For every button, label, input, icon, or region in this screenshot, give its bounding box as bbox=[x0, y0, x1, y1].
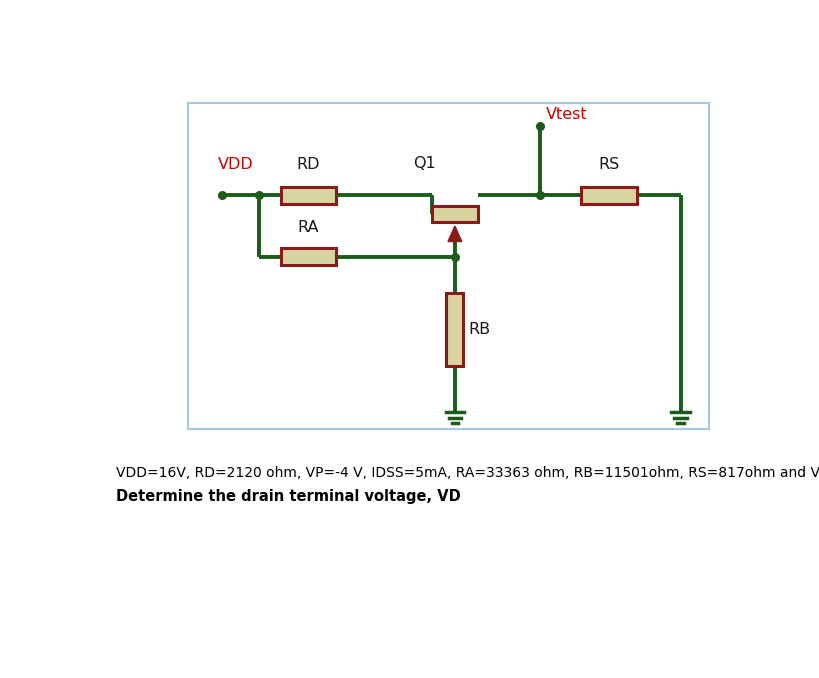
FancyBboxPatch shape bbox=[188, 103, 708, 429]
FancyBboxPatch shape bbox=[432, 206, 477, 222]
Polygon shape bbox=[447, 226, 461, 241]
Text: RS: RS bbox=[598, 157, 619, 172]
Text: RA: RA bbox=[297, 220, 319, 235]
Text: VDD=16V, RD=2120 ohm, VP=-4 V, IDSS=5mA, RA=33363 ohm, RB=11501ohm, RS=817ohm an: VDD=16V, RD=2120 ohm, VP=-4 V, IDSS=5mA,… bbox=[116, 466, 819, 480]
FancyBboxPatch shape bbox=[281, 248, 336, 265]
Text: VDD: VDD bbox=[218, 157, 253, 172]
Text: RB: RB bbox=[468, 322, 491, 337]
Text: RD: RD bbox=[296, 157, 320, 172]
Text: Q1: Q1 bbox=[413, 156, 435, 171]
Text: Vtest: Vtest bbox=[545, 107, 586, 122]
FancyBboxPatch shape bbox=[446, 293, 463, 366]
FancyBboxPatch shape bbox=[581, 187, 636, 204]
FancyBboxPatch shape bbox=[281, 187, 336, 204]
Text: Determine the drain terminal voltage, VD: Determine the drain terminal voltage, VD bbox=[116, 490, 460, 504]
